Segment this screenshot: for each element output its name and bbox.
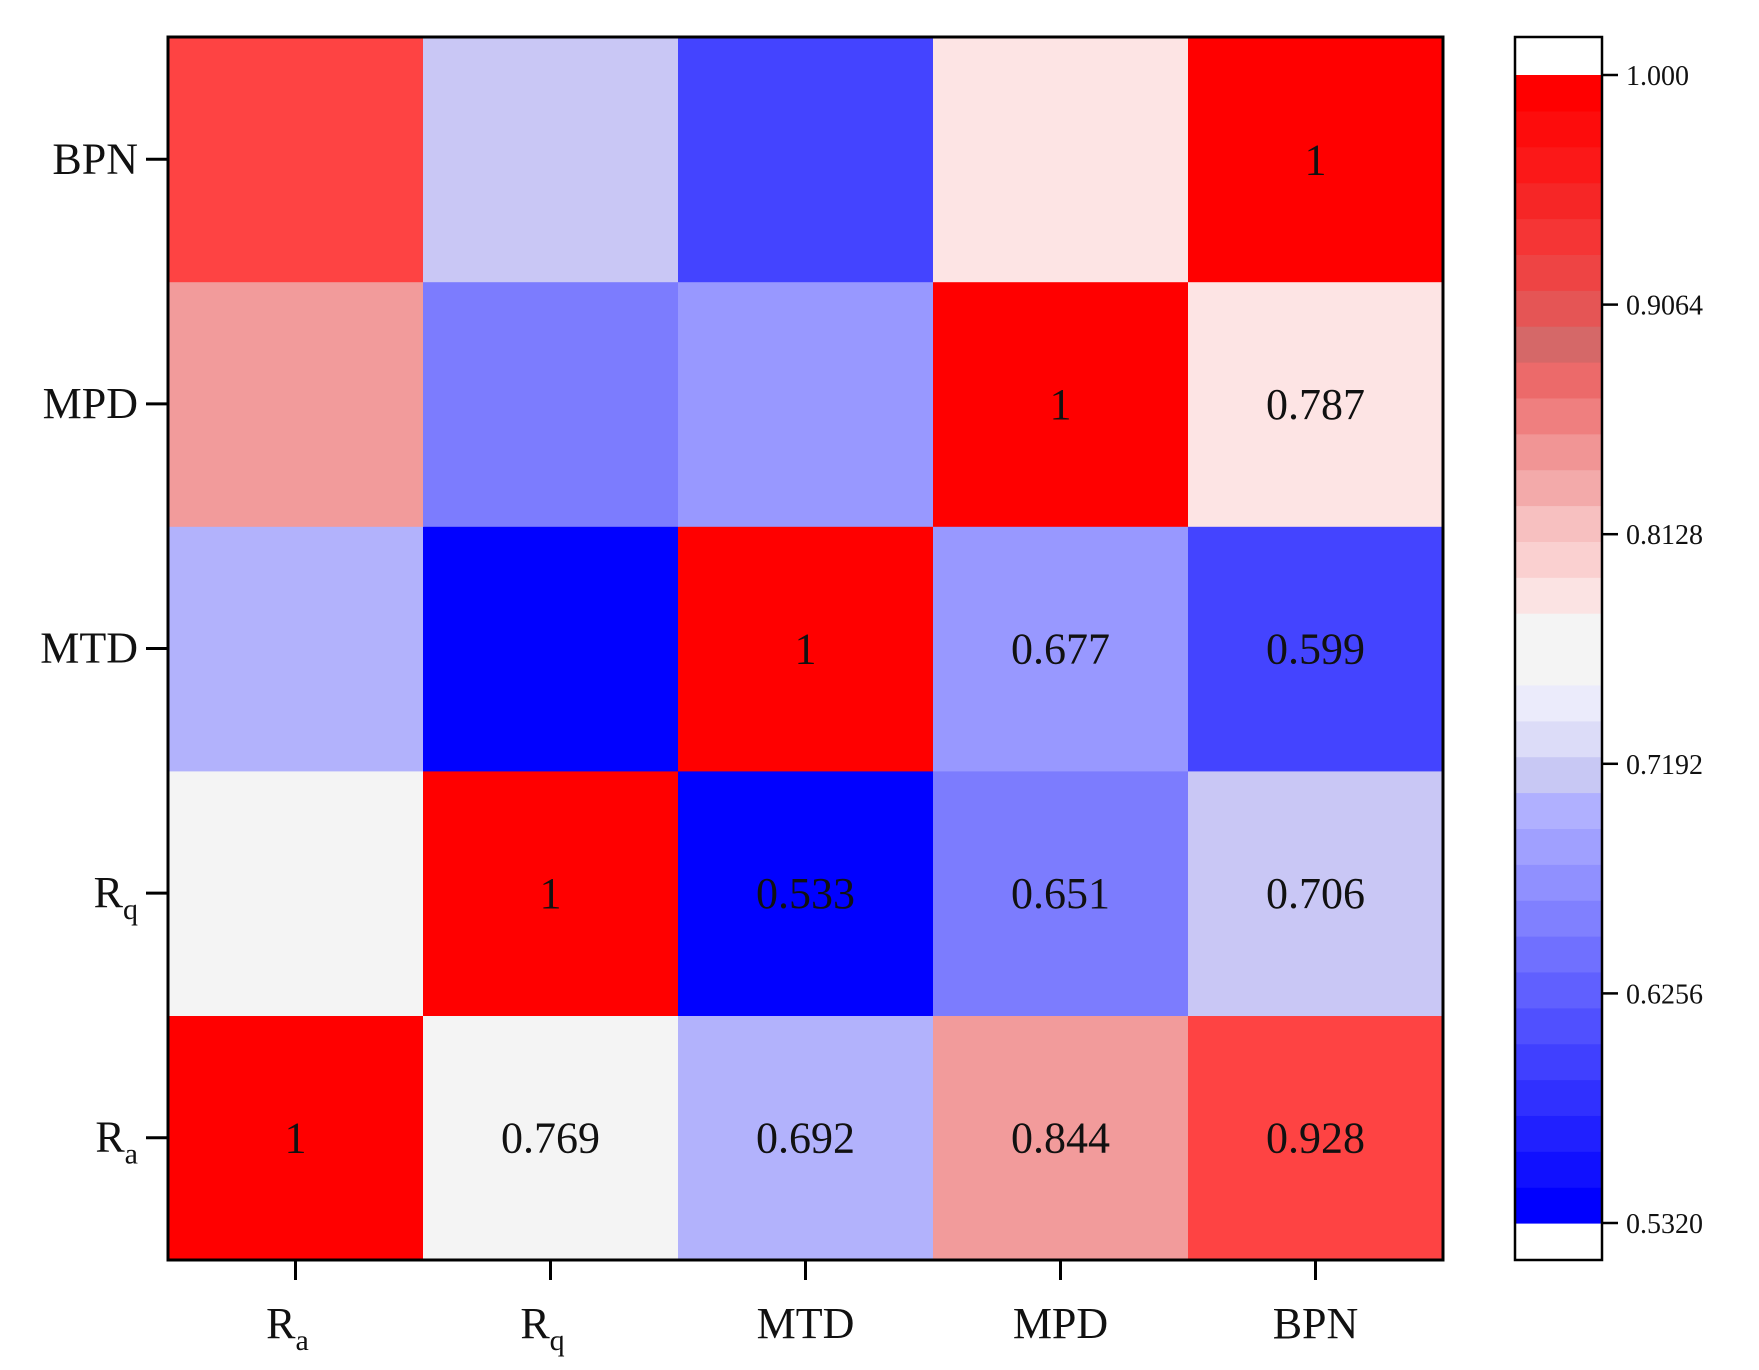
heatmap-cell bbox=[933, 281, 1189, 527]
colorbar-band bbox=[1515, 828, 1602, 865]
cell-value-label: 0.928 bbox=[1266, 1114, 1365, 1163]
heatmap-cell bbox=[678, 281, 934, 527]
heatmap-cell bbox=[933, 37, 1189, 283]
cell-value-label: 1 bbox=[285, 1114, 307, 1163]
colorbar-band bbox=[1515, 182, 1602, 220]
colorbar-band bbox=[1515, 900, 1602, 937]
cell-value-label: 1 bbox=[795, 625, 817, 674]
heatmap-cell bbox=[423, 526, 679, 772]
colorbar-tick-label: 0.7192 bbox=[1626, 750, 1703, 781]
heatmap-cell bbox=[423, 1015, 679, 1261]
heatmap-cell bbox=[933, 1015, 1189, 1261]
x-tick-label: MPD bbox=[1013, 1299, 1108, 1348]
heatmap-cell bbox=[678, 37, 934, 283]
colorbar-band bbox=[1515, 756, 1602, 794]
colorbar-band bbox=[1515, 541, 1602, 578]
colorbar-band bbox=[1515, 290, 1602, 327]
colorbar-band bbox=[1515, 1043, 1602, 1081]
heatmap-cell bbox=[168, 770, 424, 1016]
colorbar-band bbox=[1515, 684, 1602, 722]
colorbar-band bbox=[1515, 1115, 1602, 1152]
heatmap-cell bbox=[1188, 770, 1444, 1016]
colorbar-band bbox=[1515, 254, 1602, 291]
colorbar-band bbox=[1515, 864, 1602, 901]
colorbar-band bbox=[1515, 577, 1602, 614]
colorbar-band bbox=[1515, 1187, 1602, 1224]
heatmap-cell bbox=[678, 770, 934, 1016]
cell-value-label: 0.692 bbox=[756, 1114, 855, 1163]
heatmap-cell bbox=[168, 281, 424, 527]
colorbar-band bbox=[1515, 146, 1602, 184]
heatmap-cell bbox=[678, 1015, 934, 1261]
colorbar-tick-label: 0.9064 bbox=[1626, 291, 1703, 322]
colorbar-band bbox=[1515, 110, 1602, 148]
x-tick-label: MTD bbox=[757, 1299, 855, 1348]
cell-value-label: 0.677 bbox=[1011, 625, 1110, 674]
y-tick-label: MTD bbox=[40, 624, 138, 673]
heatmap-cell bbox=[1188, 1015, 1444, 1261]
heatmap-cell bbox=[423, 37, 679, 283]
heatmap-cell bbox=[423, 770, 679, 1016]
cell-value-label: 1 bbox=[1050, 380, 1072, 429]
colorbar-band bbox=[1515, 1079, 1602, 1116]
colorbar-band bbox=[1515, 218, 1602, 255]
y-tick-label: Rq bbox=[94, 868, 138, 926]
y-tick-label: MPD bbox=[43, 379, 138, 428]
colorbar-band bbox=[1515, 75, 1602, 112]
cell-value-label: 0.844 bbox=[1011, 1114, 1110, 1163]
heatmap-cell bbox=[168, 1015, 424, 1261]
colorbar-frame bbox=[1513, 35, 1604, 1262]
colorbar-band bbox=[1515, 505, 1602, 542]
colorbar-tick-label: 0.5320 bbox=[1626, 1209, 1703, 1240]
colorbar-band bbox=[1515, 971, 1602, 1009]
heatmap-cell bbox=[933, 770, 1189, 1016]
x-tick-label: Rq bbox=[520, 1299, 564, 1357]
cell-value-label: 1 bbox=[540, 869, 562, 918]
colorbar-band bbox=[1515, 1151, 1602, 1188]
colorbar-band bbox=[1515, 362, 1602, 399]
colorbar-tick-label: 0.8128 bbox=[1626, 520, 1703, 551]
colorbar-band bbox=[1515, 397, 1602, 435]
cell-value-label: 0.533 bbox=[756, 869, 855, 918]
y-tick-label: BPN bbox=[52, 134, 138, 183]
y-tick-label: Ra bbox=[95, 1113, 138, 1171]
colorbar-band bbox=[1515, 792, 1602, 829]
colorbar-band bbox=[1515, 1007, 1602, 1045]
heatmap-cell bbox=[1188, 526, 1444, 772]
colorbar-band bbox=[1515, 326, 1602, 363]
heatmap-cell bbox=[423, 281, 679, 527]
cell-value-label: 1 bbox=[1305, 135, 1327, 184]
heatmap-cell bbox=[678, 526, 934, 772]
x-tick-label: Ra bbox=[266, 1299, 309, 1357]
cell-value-label: 0.706 bbox=[1266, 869, 1365, 918]
colorbar-band bbox=[1515, 649, 1602, 686]
colorbar-band bbox=[1515, 936, 1602, 973]
colorbar-band bbox=[1515, 720, 1602, 758]
heatmap-cell bbox=[1188, 37, 1444, 283]
x-tick-label: BPN bbox=[1273, 1299, 1359, 1348]
colorbar-band bbox=[1515, 469, 1602, 507]
cell-value-label: 0.651 bbox=[1011, 869, 1110, 918]
colorbar-band bbox=[1515, 613, 1602, 650]
cell-value-label: 0.769 bbox=[501, 1114, 600, 1163]
heatmap-cell bbox=[1188, 281, 1444, 527]
colorbar-tick-label: 1.000 bbox=[1626, 61, 1689, 92]
cell-value-label: 0.787 bbox=[1266, 380, 1365, 429]
colorbar-tick-label: 0.6256 bbox=[1626, 979, 1703, 1010]
cell-value-label: 0.599 bbox=[1266, 625, 1365, 674]
colorbar-band bbox=[1515, 433, 1602, 471]
heatmap-cell bbox=[933, 526, 1189, 772]
heatmap-cell bbox=[168, 526, 424, 772]
heatmap-cell bbox=[168, 37, 424, 283]
